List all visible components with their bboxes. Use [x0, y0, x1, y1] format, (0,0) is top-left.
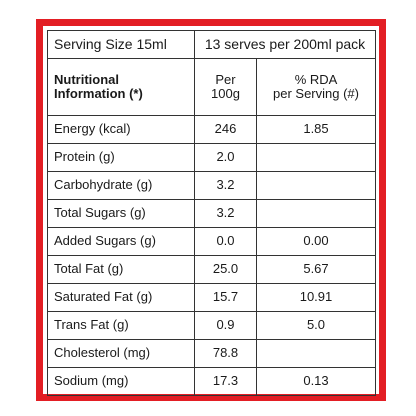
rda-value: 1.85: [256, 115, 376, 144]
rda-value: [256, 171, 376, 200]
nutrition-table: Serving Size 15ml 13 serves per 200ml pa…: [47, 30, 376, 396]
nutritional-information-heading: Nutritional Information (*): [47, 58, 195, 116]
nutrition-panel: Serving Size 15ml 13 serves per 200ml pa…: [36, 19, 386, 401]
rda-value: [256, 143, 376, 172]
table-row: Carbohydrate (g) 3.2: [47, 171, 376, 200]
per-100g-value: 3.2: [194, 171, 257, 200]
table-row: Cholesterol (mg) 78.8: [47, 339, 376, 368]
nutrient-label: Cholesterol (mg): [47, 339, 195, 368]
per-100g-value: 0.0: [194, 227, 257, 256]
heading-line-2: Information (*): [54, 86, 143, 101]
serves-per-pack: 13 serves per 200ml pack: [194, 30, 376, 59]
nutrient-label: Sodium (mg): [47, 367, 195, 396]
per-100g-value: 15.7: [194, 283, 257, 312]
table-row: Saturated Fat (g) 15.7 10.91: [47, 283, 376, 312]
serving-row: Serving Size 15ml 13 serves per 200ml pa…: [47, 30, 376, 59]
rda-heading-line-1: % RDA: [294, 71, 338, 87]
nutrient-label: Saturated Fat (g): [47, 283, 195, 312]
rda-heading: % RDA per Serving (#): [256, 58, 376, 116]
nutrient-label: Energy (kcal): [47, 115, 195, 144]
table-row: Total Sugars (g) 3.2: [47, 199, 376, 228]
rda-value: 0.13: [256, 367, 376, 396]
per-heading-line-2: 100g: [211, 86, 240, 101]
per-100g-value: 25.0: [194, 255, 257, 284]
rda-value: 0.00: [256, 227, 376, 256]
per-100g-value: 246: [194, 115, 257, 144]
nutrient-label: Trans Fat (g): [47, 311, 195, 340]
per-100g-value: 0.9: [194, 311, 257, 340]
per-100g-value: 78.8: [194, 339, 257, 368]
rda-value: [256, 199, 376, 228]
header-row: Nutritional Information (*) Per 100g % R…: [47, 58, 376, 116]
rda-value: 10.91: [256, 283, 376, 312]
serving-size: Serving Size 15ml: [47, 30, 195, 59]
per-100g-heading: Per 100g: [194, 58, 257, 116]
per-100g-value: 3.2: [194, 199, 257, 228]
rda-value: 5.0: [256, 311, 376, 340]
table-row: Added Sugars (g) 0.0 0.00: [47, 227, 376, 256]
per-100g-value: 2.0: [194, 143, 257, 172]
nutrient-label: Total Sugars (g): [47, 199, 195, 228]
nutrient-label: Protein (g): [47, 143, 195, 172]
table-row: Total Fat (g) 25.0 5.67: [47, 255, 376, 284]
rda-heading-line-2: per Serving (#): [273, 86, 359, 101]
table-row: Protein (g) 2.0: [47, 143, 376, 172]
heading-line-1: Nutritional: [54, 71, 119, 87]
nutrient-label: Total Fat (g): [47, 255, 195, 284]
table-row: Energy (kcal) 246 1.85: [47, 115, 376, 144]
rda-value: 5.67: [256, 255, 376, 284]
table-row: Trans Fat (g) 0.9 5.0: [47, 311, 376, 340]
per-heading-line-1: Per: [215, 71, 236, 87]
nutrient-label: Carbohydrate (g): [47, 171, 195, 200]
per-100g-value: 17.3: [194, 367, 257, 396]
nutrient-label: Added Sugars (g): [47, 227, 195, 256]
rda-value: [256, 339, 376, 368]
table-row: Sodium (mg) 17.3 0.13: [47, 367, 376, 396]
